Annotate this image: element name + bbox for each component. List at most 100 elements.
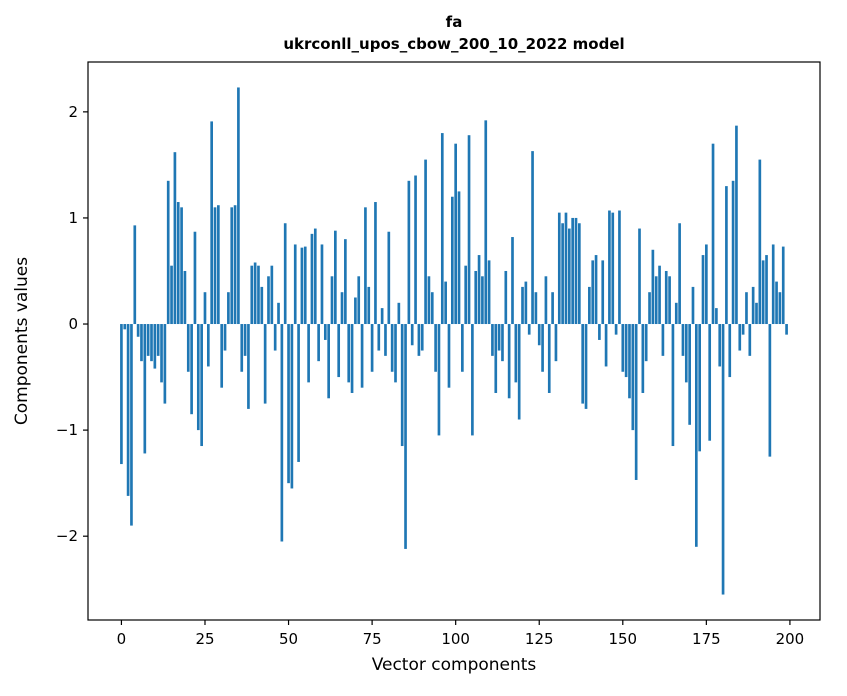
x-tick-label: 200 <box>776 630 805 648</box>
bar <box>487 260 491 325</box>
bar <box>330 276 334 325</box>
bar <box>387 231 391 325</box>
bar <box>150 324 153 362</box>
bar <box>430 292 434 325</box>
chart-title-line1: fa <box>446 13 463 31</box>
x-tick-label: 50 <box>279 630 298 648</box>
bar <box>765 255 768 325</box>
bar <box>240 324 244 372</box>
bar <box>557 212 561 325</box>
bar <box>136 324 140 337</box>
bar <box>243 324 247 356</box>
bar <box>711 143 715 325</box>
bar <box>206 324 210 367</box>
x-tick-label: 0 <box>117 630 127 648</box>
bar <box>180 207 183 325</box>
bar <box>601 260 605 325</box>
bar <box>380 308 384 325</box>
bar <box>267 276 270 325</box>
bar <box>384 324 387 356</box>
bar <box>434 324 437 372</box>
bar <box>735 125 738 325</box>
bar <box>624 324 628 378</box>
bar <box>437 324 441 436</box>
bar <box>621 324 625 372</box>
bar <box>671 324 675 447</box>
bar <box>290 324 294 489</box>
bar <box>420 324 424 351</box>
bar <box>551 292 554 325</box>
bar <box>507 324 511 399</box>
bar <box>581 324 585 404</box>
bar <box>778 292 782 325</box>
bar <box>450 196 454 325</box>
x-ticks-group: 0 25 50 75 100 125 150 175 200 <box>117 620 805 648</box>
bar <box>594 255 598 325</box>
bar <box>193 231 197 325</box>
bar <box>578 223 581 325</box>
bar <box>176 202 180 325</box>
bar <box>678 223 681 325</box>
bar <box>277 302 280 325</box>
bar <box>567 228 571 325</box>
x-tick-label: 75 <box>363 630 382 648</box>
bar <box>173 152 177 325</box>
bar <box>544 276 548 325</box>
bar <box>170 265 173 325</box>
bar <box>237 87 240 325</box>
bar <box>521 286 524 325</box>
bar <box>681 324 685 356</box>
bar <box>668 276 671 325</box>
bar <box>491 324 494 356</box>
bar <box>591 260 595 325</box>
bar <box>598 324 601 340</box>
bar <box>781 246 785 325</box>
bar <box>584 324 588 409</box>
bar <box>253 262 257 325</box>
bar <box>233 205 237 325</box>
bar <box>303 246 307 325</box>
bar <box>227 292 230 325</box>
bar <box>424 159 427 325</box>
bar <box>200 324 203 447</box>
bar <box>357 276 361 325</box>
bar <box>531 151 534 325</box>
bar <box>634 324 638 480</box>
bar <box>497 324 501 351</box>
bar <box>310 233 314 325</box>
bar <box>751 286 755 325</box>
bar <box>280 324 284 542</box>
y-tick-label: −2 <box>56 527 78 545</box>
bar <box>728 324 732 378</box>
bar <box>454 143 457 325</box>
bar <box>126 324 130 496</box>
bar <box>745 292 748 325</box>
bar <box>504 270 508 325</box>
bar <box>464 265 468 325</box>
bar <box>761 260 765 325</box>
bar <box>250 265 254 325</box>
bar <box>186 324 190 372</box>
bar <box>153 324 157 369</box>
bar <box>588 286 591 325</box>
bar <box>738 324 742 351</box>
x-tick-label: 100 <box>441 630 470 648</box>
bar <box>283 223 287 325</box>
bar <box>471 324 474 436</box>
y-tick-label: 2 <box>68 103 78 121</box>
bar <box>404 324 407 549</box>
bar <box>300 247 304 325</box>
x-axis-label: Vector components <box>372 655 537 675</box>
bar <box>561 223 564 325</box>
bar <box>323 324 327 340</box>
bar <box>644 324 648 362</box>
bar <box>631 324 635 431</box>
bar <box>537 324 541 346</box>
y-tick-label: 0 <box>68 315 78 333</box>
bar <box>370 324 374 372</box>
bar <box>407 180 411 325</box>
bar <box>524 281 528 325</box>
bar <box>350 324 354 393</box>
bar <box>608 210 611 325</box>
bar <box>564 212 568 325</box>
